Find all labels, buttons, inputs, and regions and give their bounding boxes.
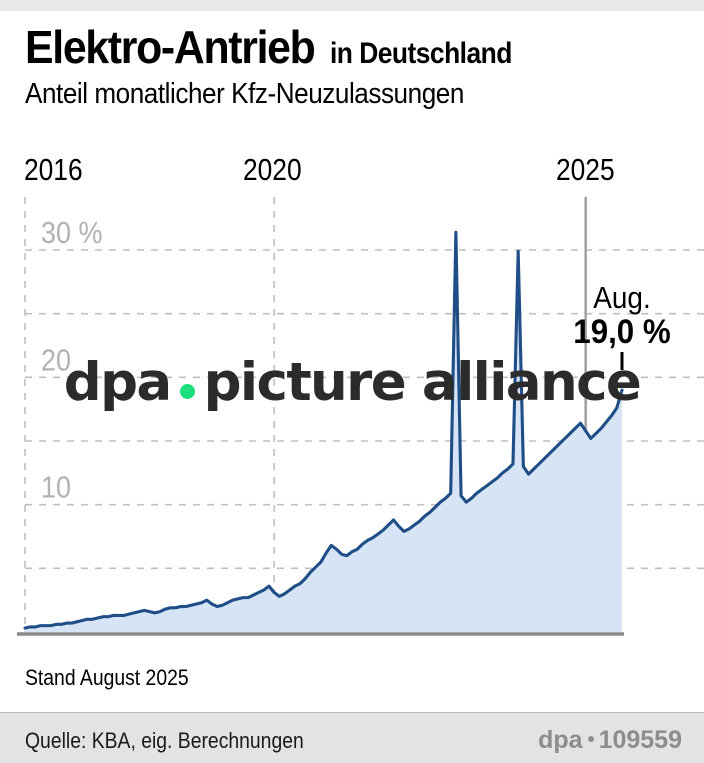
x-tick-label-2025: 2025 xyxy=(556,152,615,187)
credit-dot-icon xyxy=(587,736,594,743)
header: Elektro-Antrieb in Deutschland Anteil mon… xyxy=(25,24,685,111)
annotation-value: 19,0 % xyxy=(573,312,671,351)
y-tick-label-30: 30 % xyxy=(41,216,102,250)
page-title: Elektro-Antrieb in Deutschland xyxy=(25,24,685,70)
top-gray-band xyxy=(0,0,704,11)
last-value-annotation: Aug. 19,0 % xyxy=(540,280,704,351)
stand-date: Stand August 2025 xyxy=(25,665,189,690)
source-text: Quelle: KBA, eig. Berechnungen xyxy=(25,728,304,753)
footer-band: Quelle: KBA, eig. Berechnungen dpa 109559 xyxy=(0,712,704,763)
page-subtitle: Anteil monatlicher Kfz-Neuzulassungen xyxy=(25,78,464,110)
area-chart: 10 20 30 % xyxy=(17,197,704,636)
x-tick-label-2016: 2016 xyxy=(24,152,83,187)
credit-brand: dpa xyxy=(538,726,583,754)
y-tick-labels: 10 20 30 % xyxy=(41,216,102,505)
x-tick-label-2020: 2020 xyxy=(243,152,302,187)
title-suffix: in Deutschland xyxy=(330,37,513,70)
series-area-fill xyxy=(25,232,622,633)
credit-id: 109559 xyxy=(598,726,682,754)
chart-area: 10 20 30 % xyxy=(0,195,704,645)
annotation-month: Aug. xyxy=(593,280,651,315)
dpa-credit: dpa 109559 xyxy=(538,726,682,755)
y-tick-label-10: 10 xyxy=(41,471,71,505)
y-tick-label-20: 20 xyxy=(41,344,71,378)
series-line xyxy=(23,230,624,630)
title-main: Elektro-Antrieb xyxy=(25,21,316,73)
